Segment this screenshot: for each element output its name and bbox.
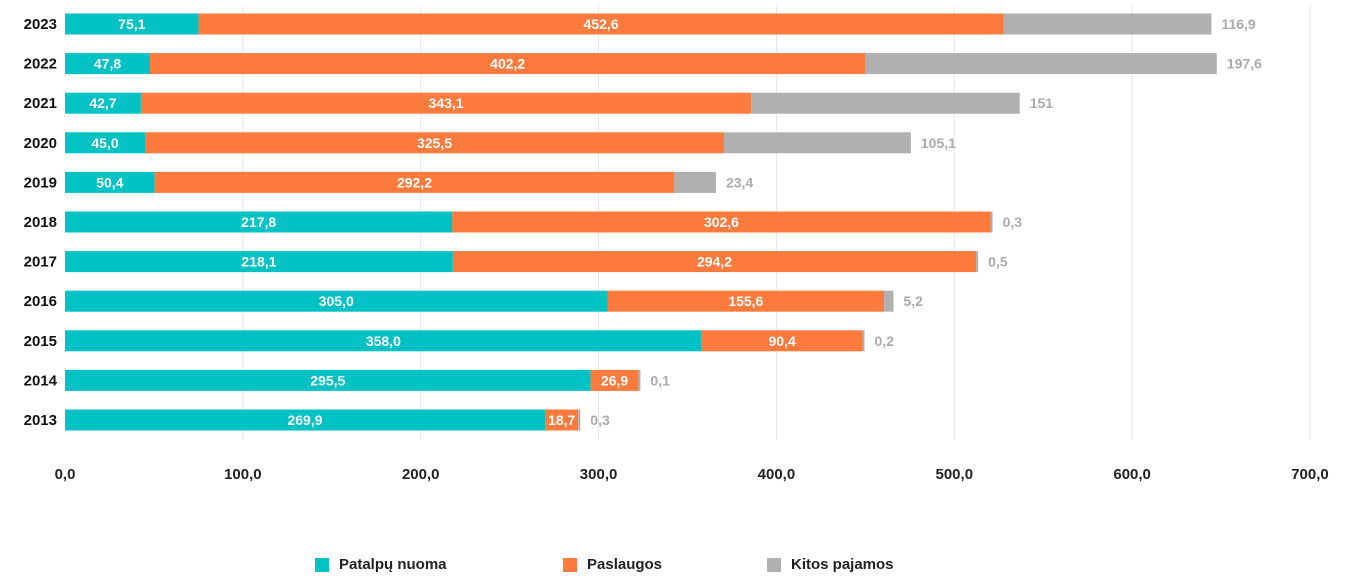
year-label: 2023 <box>24 16 57 33</box>
data-label: 47,8 <box>94 56 121 72</box>
data-label: 155,6 <box>728 293 763 309</box>
legend-item-paslaugos: Paslaugos <box>563 556 662 573</box>
bar-segment <box>884 291 893 312</box>
data-label: 302,6 <box>704 214 739 230</box>
year-label: 2020 <box>24 135 57 152</box>
data-label: 116,9 <box>1221 16 1255 32</box>
legend-swatch-kitos-pajamos <box>767 558 781 572</box>
year-labels: 2023 2022 2021 2020 2019 2018 2017 2016 2015 2014… <box>24 16 58 429</box>
x-tick-label: 400,0 <box>758 466 796 483</box>
x-tick-label: 300,0 <box>580 466 618 483</box>
data-label: 452,6 <box>584 16 619 32</box>
legend-swatch-paslaugos <box>563 558 577 572</box>
data-label: 295,5 <box>310 372 345 388</box>
bar-segment <box>976 251 978 272</box>
bars <box>65 14 1217 431</box>
legend-label-paslaugos: Paslaugos <box>587 556 662 573</box>
year-label: 2016 <box>24 293 57 310</box>
data-label: 305,0 <box>319 293 354 309</box>
x-tick-label: 200,0 <box>402 466 440 483</box>
data-label: 151 <box>1030 95 1054 111</box>
data-label: 0,3 <box>590 412 610 428</box>
data-label: 402,2 <box>490 56 525 72</box>
legend-label-patalpu-nuoma: Patalpų nuoma <box>339 556 447 573</box>
bar-segment <box>674 172 716 193</box>
data-label: 75,1 <box>118 16 145 32</box>
data-label: 26,9 <box>601 372 628 388</box>
data-label: 269,9 <box>287 412 322 428</box>
x-tick-label: 0,0 <box>55 466 76 483</box>
bar-segment <box>865 53 1216 74</box>
data-label: 0,5 <box>988 254 1008 270</box>
data-label: 358,0 <box>366 333 401 349</box>
data-label: 105,1 <box>921 135 956 151</box>
data-label: 217,8 <box>241 214 276 230</box>
x-tick-label: 500,0 <box>936 466 974 483</box>
data-label: 0,1 <box>650 372 670 388</box>
data-label: 218,1 <box>241 254 276 270</box>
bar-segment <box>638 370 640 391</box>
x-tick-labels: 0,0 100,0 200,0 300,0 400,0 500,0 600,0 700,0 <box>55 466 1329 483</box>
year-label: 2018 <box>24 214 57 231</box>
legend: Patalpų nuoma Paslaugos Kitos pajamos <box>0 556 1347 578</box>
data-label: 5,2 <box>903 293 923 309</box>
data-label: 90,4 <box>768 333 795 349</box>
bar-segment <box>1004 14 1212 35</box>
data-label: 294,2 <box>697 254 732 270</box>
year-label: 2021 <box>24 95 57 112</box>
data-label: 0,2 <box>875 333 895 349</box>
year-label: 2022 <box>24 56 57 73</box>
data-label: 18,7 <box>548 412 575 428</box>
year-label: 2015 <box>24 333 57 350</box>
data-label: 0,3 <box>1003 214 1023 230</box>
legend-label-kitos-pajamos: Kitos pajamos <box>791 556 894 573</box>
data-label: 45,0 <box>91 135 118 151</box>
bar-segment <box>724 132 911 153</box>
bar-segment <box>863 330 865 351</box>
bar-segment <box>991 212 993 233</box>
year-label: 2017 <box>24 254 57 271</box>
data-label: 197,6 <box>1227 56 1262 72</box>
data-label: 325,5 <box>417 135 452 151</box>
stacked-bar-chart: 75,1 452,6 116,9 47,8 402,2 197,6 42,7 343,1 151… <box>0 0 1347 556</box>
year-label: 2014 <box>24 372 58 389</box>
bar-segment <box>578 410 580 431</box>
x-tick-label: 100,0 <box>224 466 262 483</box>
legend-item-patalpu-nuoma: Patalpų nuoma <box>315 556 447 573</box>
legend-item-kitos-pajamos: Kitos pajamos <box>767 556 894 573</box>
data-label: 292,2 <box>397 174 432 190</box>
bar-segment <box>751 93 1020 114</box>
data-label: 343,1 <box>429 95 464 111</box>
legend-swatch-patalpu-nuoma <box>315 558 329 572</box>
data-label: 50,4 <box>96 174 123 190</box>
data-label: 42,7 <box>89 95 116 111</box>
x-tick-label: 600,0 <box>1113 466 1151 483</box>
year-label: 2019 <box>24 174 57 191</box>
year-label: 2013 <box>24 412 57 429</box>
x-tick-label: 700,0 <box>1291 466 1329 483</box>
data-label: 23,4 <box>726 174 753 190</box>
